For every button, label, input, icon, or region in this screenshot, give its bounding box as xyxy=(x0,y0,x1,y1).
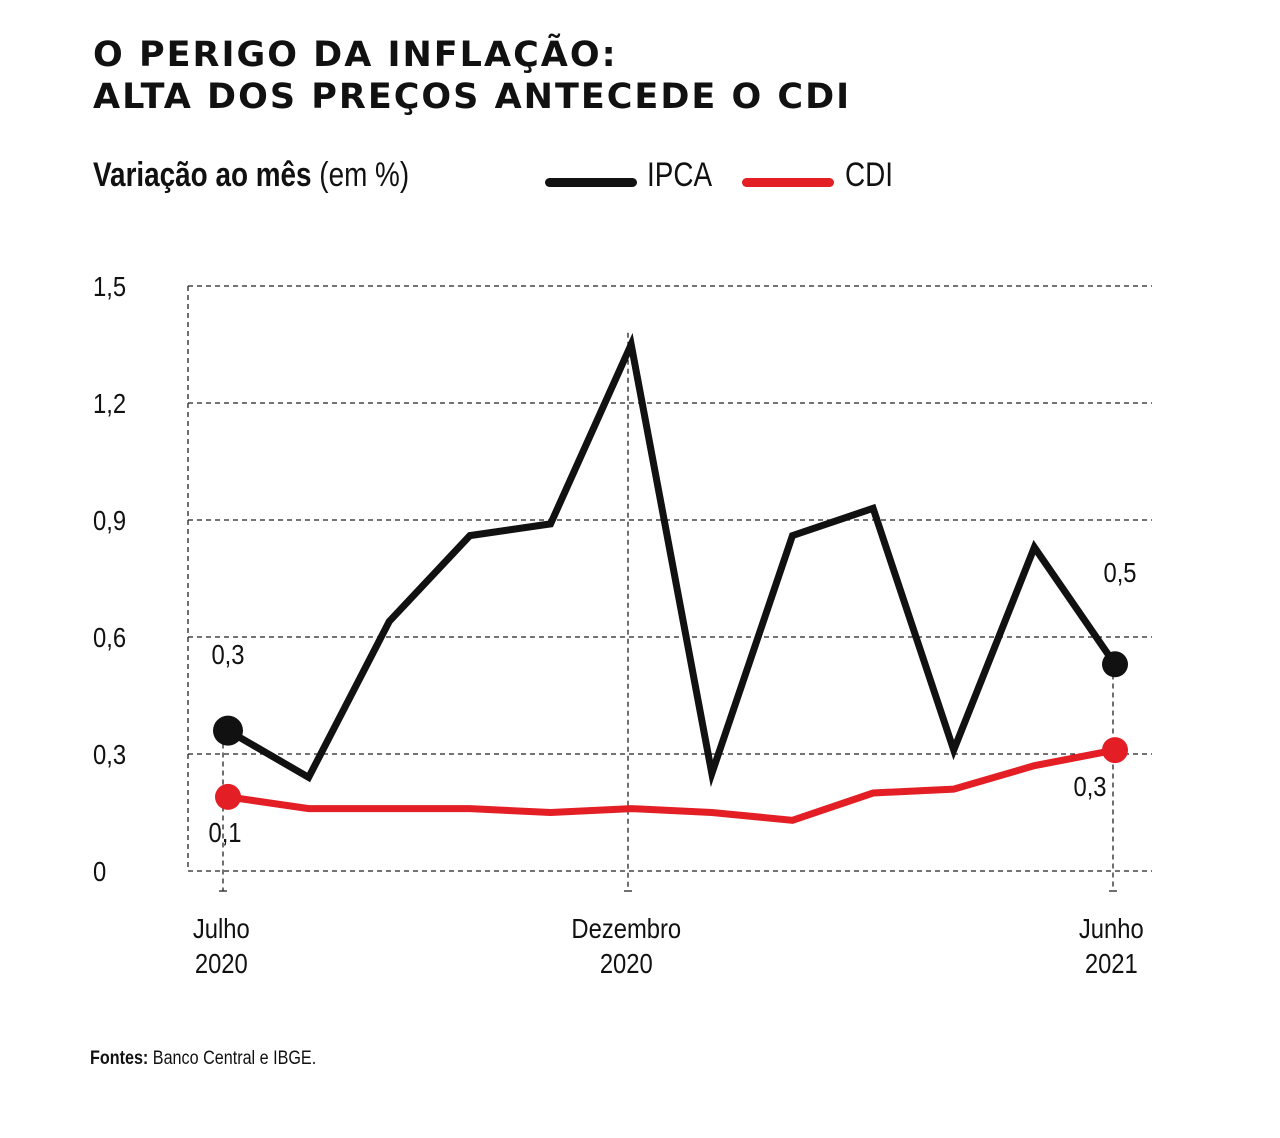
y-tick-label: 1,5 xyxy=(93,270,126,302)
source-note: Fontes: Banco Central e IBGE. xyxy=(90,1048,316,1070)
data-label: 0,3 xyxy=(211,638,244,670)
y-axis-label: Variação ao mês (em %) xyxy=(93,156,409,195)
legend-label-ipca: IPCA xyxy=(647,156,713,194)
legend-swatch-ipca xyxy=(545,178,637,187)
y-tick-label: 1,2 xyxy=(93,387,126,419)
title-line-2: ALTA DOS PREÇOS ANTECEDE O CDI xyxy=(93,77,852,117)
data-label: 0,3 xyxy=(1073,770,1106,802)
legend-label-cdi: CDI xyxy=(845,156,894,194)
x-tick-label-year: 2020 xyxy=(195,947,248,979)
series-line-cdi xyxy=(227,746,1116,824)
x-tick-label: Dezembro xyxy=(571,912,681,944)
series-line-ipca xyxy=(226,332,1118,788)
data-label: 0,1 xyxy=(208,816,241,848)
data-point-cdi xyxy=(215,783,241,810)
data-point-ipca xyxy=(1102,651,1128,678)
data-point-cdi xyxy=(1102,737,1128,764)
legend-swatch-cdi xyxy=(742,178,834,187)
x-tick-label: Junho xyxy=(1079,912,1144,944)
x-tick-label-year: 2021 xyxy=(1085,947,1138,979)
y-tick-label: 0,6 xyxy=(93,621,126,653)
source-text: Banco Central e IBGE. xyxy=(152,1048,317,1069)
y-tick-label: 0,3 xyxy=(93,738,126,770)
y-tick-label: 0 xyxy=(93,855,106,887)
subtitle-unit: (em %) xyxy=(319,156,410,194)
source-label: Fontes: xyxy=(90,1048,149,1069)
subtitle-bold: Variação ao mês xyxy=(93,156,312,194)
x-tick-label-year: 2020 xyxy=(600,947,653,979)
title-line-1: O PERIGO DA INFLAÇÃO: xyxy=(93,35,618,75)
x-tick-label: Julho xyxy=(193,912,250,944)
data-point-ipca xyxy=(213,715,243,746)
data-label: 0,5 xyxy=(1103,556,1136,588)
y-tick-label: 0,9 xyxy=(93,504,126,536)
